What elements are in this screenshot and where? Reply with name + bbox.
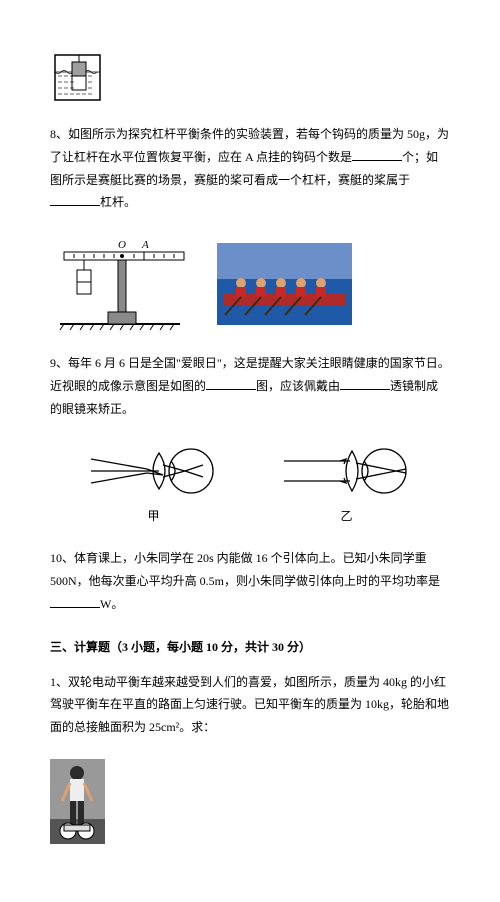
section-3-title: 三、计算题（3 小题，每小题 10 分，共计 30 分）: [50, 636, 450, 659]
blank: [50, 595, 100, 608]
figure-q9: 甲 乙: [50, 441, 450, 528]
q10-unit: W。: [100, 597, 123, 611]
caption-left: 甲: [89, 505, 219, 528]
rowing-photo-svg: [217, 243, 352, 325]
eye-diagram-right-svg: [282, 441, 412, 501]
question-9: 9、每年 6 月 6 日是全国"爱眼日"，这是提醒大家关注眼睛健康的国家节日。近…: [50, 352, 450, 420]
q10-text: 10、体育课上，小朱同学在 20s 内能做 16 个引体向上。已知小朱同学重 5…: [50, 551, 440, 588]
figure-beaker: [50, 50, 450, 105]
section3-q1: 1、双轮电动平衡车越来越受到人们的喜爱，如图所示，质量为 40kg 的小红驾驶平…: [50, 671, 450, 739]
eye-diagram-left-svg: [89, 441, 219, 501]
balance-car-svg: [50, 759, 105, 844]
beaker-svg: [50, 50, 105, 105]
label-O: O: [118, 239, 126, 251]
blank: [50, 193, 100, 206]
label-A: A: [141, 239, 149, 251]
figure-balance-car: [50, 759, 450, 844]
question-10: 10、体育课上，小朱同学在 20s 内能做 16 个引体向上。已知小朱同学重 5…: [50, 547, 450, 615]
q8-text-3: 杠杆。: [100, 195, 136, 209]
q9-text-2: 图，应该佩戴由: [256, 379, 340, 393]
blank: [340, 377, 390, 390]
caption-right: 乙: [282, 505, 412, 528]
figure-q8: O A: [50, 234, 450, 334]
s3q1-text: 1、双轮电动平衡车越来越受到人们的喜爱，如图所示，质量为 40kg 的小红驾驶平…: [50, 675, 449, 735]
question-8: 8、如图所示为探究杠杆平衡条件的实验装置，若每个钩码的质量为 50g，为了让杠杆…: [50, 123, 450, 214]
lever-apparatus-svg: O A: [50, 234, 200, 334]
blank: [352, 148, 402, 161]
blank: [206, 377, 256, 390]
